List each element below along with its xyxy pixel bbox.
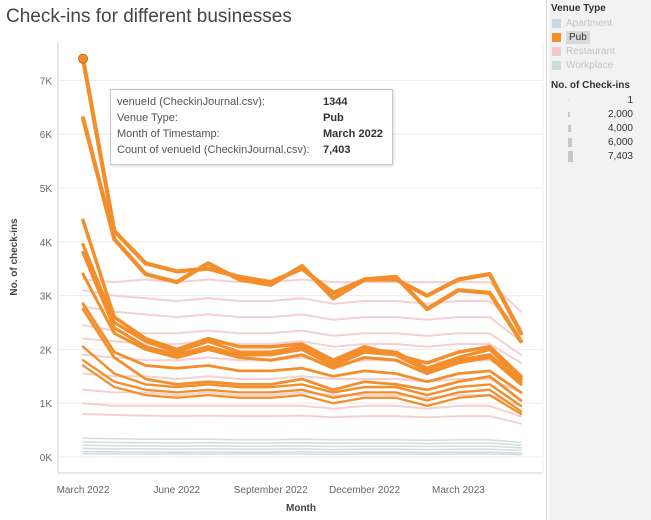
highlight-markers [78,53,88,64]
series-line-pub[interactable] [80,115,524,344]
legend-item-restaurant[interactable]: Restaurant [551,45,647,58]
y-tick-label: 5K [40,184,53,195]
series-line-pub[interactable] [81,359,523,413]
series-line-pub[interactable] [81,302,523,394]
legend-label: Restaurant [566,46,615,57]
y-tick-label: 7K [40,76,53,87]
legend-label: Pub [566,31,590,44]
series-line-restaurant[interactable] [82,324,522,356]
data-tooltip: venueId (CheckinJournal.csv): 1344 Venue… [110,89,393,165]
y-tick-label: 1K [40,399,53,410]
series-line-pub[interactable] [81,250,523,384]
tooltip-row-venue-type: Venue Type: Pub [117,111,387,126]
size-mark-icon [568,125,571,132]
tooltip-key: venueId (CheckinJournal.csv): [117,96,265,108]
legend-panel: Venue Type Apartment Pub Restaurant Work… [549,0,651,520]
y-axis-title: No. of check-ins [9,218,20,296]
line-chart[interactable]: 0K 1K 2K 3K 4K 5K 6K 7K March 2022 June 2022 Septe… [0,0,546,520]
series-line-pub[interactable] [81,307,523,402]
size-mark-icon [568,112,570,117]
series-line-workplace[interactable] [82,444,522,449]
y-tick-label: 0K [40,453,53,464]
size-legend-label: 6,000 [607,137,633,148]
series-line-pub[interactable] [81,345,523,408]
axes [57,42,544,474]
tooltip-value: 7,403 [323,144,351,156]
legend-divider [546,0,547,520]
size-legend-title: No. of Check-ins [551,80,630,91]
x-tick-label: March 2023 [432,485,485,496]
x-tick-label: December 2022 [329,485,401,496]
series-line-workplace[interactable] [82,441,522,447]
size-legend-item: 2,000 [551,108,647,121]
axis-labels: 0K 1K 2K 3K 4K 5K 6K 7K March 2022 June 2022 Septe… [9,76,485,514]
size-legend-label: 2,000 [607,109,633,120]
series-line-restaurant[interactable] [82,372,522,394]
y-tick-label: 3K [40,292,53,303]
series-line-pub[interactable] [81,364,523,416]
restaurant-swatch-icon [552,47,561,56]
tooltip-row-month: Month of Timestamp: March 2022 [117,127,387,142]
legend-item-pub[interactable]: Pub [551,31,647,44]
series-line-pub[interactable] [81,272,523,386]
size-legend-item: 4,000 [551,122,647,135]
tooltip-row-venue-id: venueId (CheckinJournal.csv): 1344 [117,95,387,110]
series-line-restaurant[interactable] [82,413,522,425]
tooltip-key: Count of venueId (CheckinJournal.csv): [117,144,310,156]
tooltip-value: 1344 [323,96,348,108]
size-legend-item: 6,000 [551,136,647,149]
apartment-swatch-icon [552,19,561,28]
series-line-apartment[interactable] [82,450,522,454]
size-mark-icon [568,151,573,162]
pub-swatch-icon [552,33,561,42]
workplace-swatch-icon [552,61,561,70]
highlight-point[interactable] [78,53,88,64]
series-line-pub[interactable] [81,218,523,379]
x-tick-label: March 2022 [57,485,110,496]
legend-title: Venue Type [551,3,606,14]
chart-title: Check-ins for different businesses [6,6,292,27]
legend-label: Workplace [566,60,614,71]
x-tick-label: September 2022 [234,485,308,496]
y-tick-label: 4K [40,238,53,249]
series-lines[interactable] [80,56,524,456]
tooltip-key: Venue Type: [117,112,178,124]
tooltip-value: March 2022 [323,128,383,140]
series-line-restaurant[interactable] [82,289,522,329]
series-line-pub[interactable] [81,242,523,381]
series-line-apartment[interactable] [82,452,522,456]
legend-label: Apartment [566,18,613,29]
size-legend-item: 1 [551,94,647,107]
tooltip-value: Pub [323,112,344,124]
size-mark-icon [568,100,569,101]
legend-item-apartment[interactable]: Apartment [551,17,647,30]
size-legend-label: 4,000 [607,123,633,134]
series-line-restaurant[interactable] [82,402,522,418]
tooltip-row-count: Count of venueId (CheckinJournal.csv): 7… [117,143,387,158]
legend-item-workplace[interactable]: Workplace [551,59,647,72]
series-line-workplace[interactable] [82,447,522,452]
series-line-restaurant[interactable] [82,305,522,343]
series-line-workplace[interactable] [82,437,522,444]
x-axis-title: Month [286,503,316,514]
size-legend-label: 7,403 [607,151,633,162]
size-legend-label: 1 [627,95,633,106]
tooltip-key: Month of Timestamp: [117,128,220,140]
y-tick-label: 2K [40,345,53,356]
size-mark-icon [568,138,572,147]
series-line-restaurant[interactable] [82,278,522,313]
y-tick-label: 6K [40,130,53,141]
size-legend-item: 7,403 [551,150,647,163]
x-tick-label: June 2022 [153,485,200,496]
